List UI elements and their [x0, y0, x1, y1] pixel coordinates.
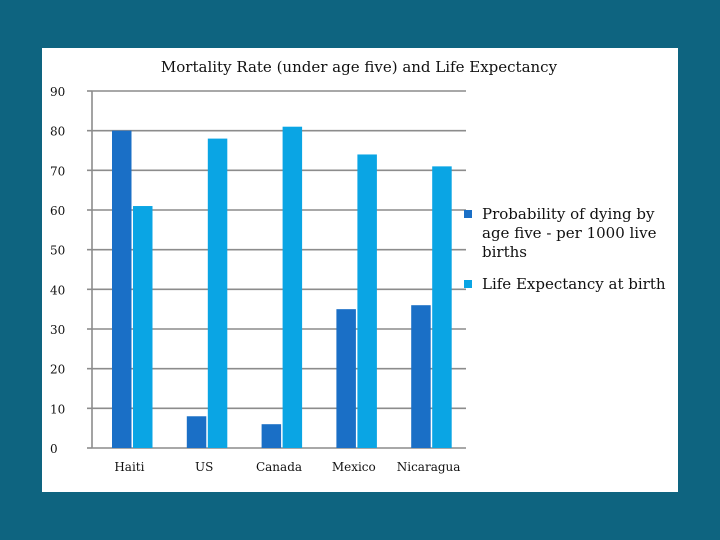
x-tick-label: Haiti	[114, 460, 144, 474]
bar-mortality-mexico	[336, 309, 356, 448]
bar-mortality-haiti	[112, 130, 132, 448]
bar-life-expectancy-mexico	[357, 154, 377, 448]
chart: Mortality Rate (under age five) and Life…	[50, 58, 558, 474]
bar-life-expectancy-nicaragua	[432, 166, 452, 448]
y-tick-label: 50	[50, 244, 65, 258]
y-tick-labels: 0 10 20 30 40 50 60 70 80 90	[50, 85, 65, 456]
chart-title: Mortality Rate (under age five) and Life…	[161, 58, 558, 76]
y-tick-label: 80	[50, 125, 65, 139]
x-tick-labels: Haiti US Canada Mexico Nicaragua	[114, 460, 460, 474]
bar-mortality-canada	[261, 424, 282, 448]
y-tick-label: 10	[50, 402, 65, 416]
legend-item-life-expectancy: Life Expectancy at birth	[464, 275, 674, 294]
legend-label-mortality: Probability of dying by age five - per 1…	[482, 205, 657, 261]
y-tick-label: 90	[50, 85, 65, 99]
legend-swatch-life-expectancy	[464, 280, 472, 288]
bar-life-expectancy-haiti	[133, 206, 153, 448]
y-tick-label: 30	[50, 323, 65, 337]
y-tick-label: 40	[50, 283, 65, 297]
y-tick-label: 60	[50, 204, 65, 218]
bars	[112, 126, 452, 448]
bar-mortality-us	[186, 416, 207, 448]
x-tick-label: Canada	[256, 460, 302, 474]
legend-swatch-mortality	[464, 210, 472, 218]
legend: Probability of dying by age five - per 1…	[464, 205, 674, 307]
x-tick-label: Nicaragua	[397, 460, 461, 474]
chart-panel: Mortality Rate (under age five) and Life…	[42, 48, 678, 492]
legend-item-mortality: Probability of dying by age five - per 1…	[464, 205, 674, 262]
y-tick-label: 20	[50, 363, 65, 377]
legend-label-life-expectancy: Life Expectancy at birth	[482, 275, 666, 293]
y-tick-label: 70	[50, 164, 65, 178]
y-tick-label: 0	[50, 442, 58, 456]
x-tick-label: Mexico	[332, 460, 376, 474]
bar-life-expectancy-canada	[282, 126, 303, 448]
x-tick-label: US	[195, 460, 213, 474]
bar-mortality-nicaragua	[411, 305, 431, 448]
bar-life-expectancy-us	[207, 138, 228, 448]
